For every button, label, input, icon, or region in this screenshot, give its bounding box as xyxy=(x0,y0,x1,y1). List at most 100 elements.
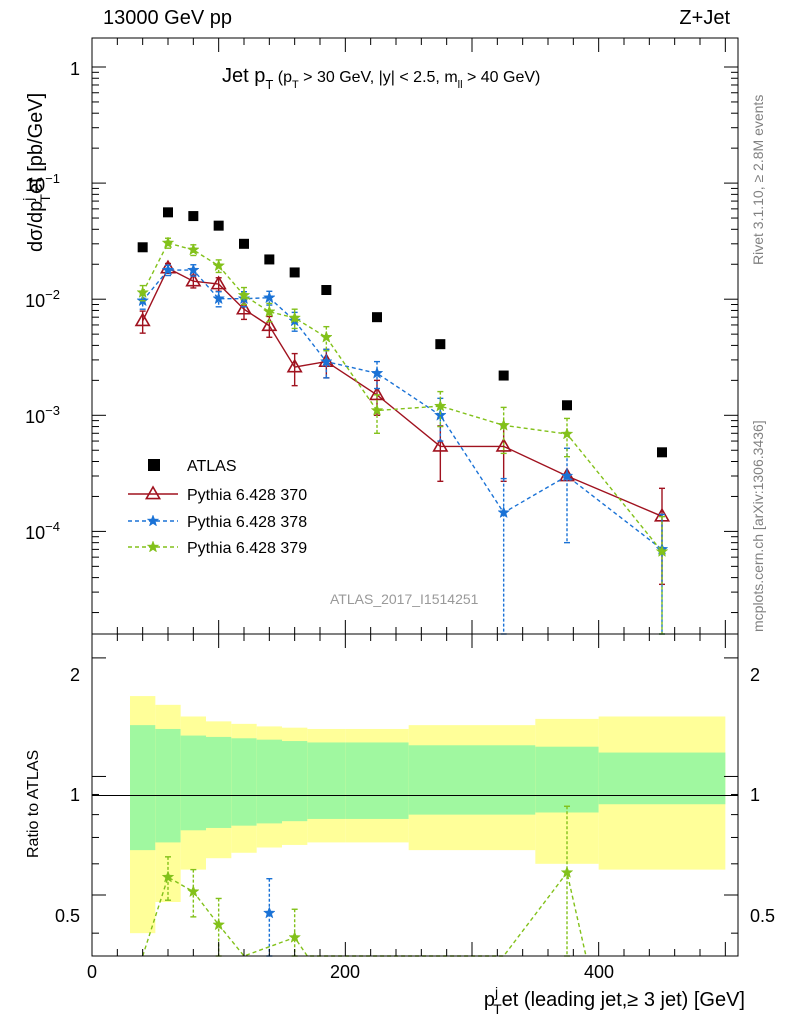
band-inner-7 xyxy=(307,742,346,819)
analysis-watermark: ATLAS_2017_I1514251 xyxy=(330,591,479,607)
ratio-tick-1-right: 1 xyxy=(750,785,760,805)
band-inner-1 xyxy=(155,728,181,843)
ratio-point-p379-5 xyxy=(288,930,302,943)
point-p370-3 xyxy=(210,275,227,290)
point-p378-2 xyxy=(186,263,200,276)
series-line-p370 xyxy=(142,267,663,517)
point-p370-5 xyxy=(261,317,278,332)
ytick-label-0.01: 10−2 xyxy=(25,287,60,311)
point-p378-11 xyxy=(560,469,574,482)
point-p378-3 xyxy=(212,291,226,305)
point-p370-0 xyxy=(134,312,151,327)
ratio-tick-0.5-right: 0.5 xyxy=(750,906,775,926)
band-inner-2 xyxy=(180,735,206,831)
point-p379-3 xyxy=(212,259,226,272)
band-inner-8 xyxy=(345,742,409,819)
header-right: Z+Jet xyxy=(679,7,730,29)
point-p370-10 xyxy=(495,437,512,452)
point-atlas-7 xyxy=(321,285,332,296)
point-p378-7 xyxy=(319,354,333,368)
ratio-y-axis-label: Ratio to ATLAS xyxy=(25,750,42,858)
ratio-tick-2-right: 2 xyxy=(750,665,760,685)
point-atlas-0 xyxy=(137,242,148,253)
point-p379-6 xyxy=(288,311,302,324)
band-inner-0 xyxy=(130,725,156,851)
ratio-bands xyxy=(130,696,726,934)
ratio-point-p378-0 xyxy=(262,906,276,919)
ratio-point-p379-2 xyxy=(186,884,200,898)
point-p379-7 xyxy=(319,330,333,343)
ratio-point-p379-3 xyxy=(212,918,226,931)
header-left: 13000 GeV pp xyxy=(103,7,232,29)
point-p370-4 xyxy=(235,300,253,315)
point-atlas-6 xyxy=(289,267,300,278)
ytick-label-0.001: 10−3 xyxy=(25,403,60,427)
point-atlas-4 xyxy=(239,238,249,249)
point-p379-8 xyxy=(370,403,384,416)
point-p379-12 xyxy=(655,544,669,557)
ytick-label-0.1: 10−1 xyxy=(25,171,60,195)
xtick-label-400: 400 xyxy=(584,962,614,982)
xtick-label-200: 200 xyxy=(330,962,360,982)
point-atlas-3 xyxy=(213,220,224,231)
point-p379-9 xyxy=(433,399,447,412)
series-line-p378 xyxy=(142,269,663,550)
ratio-point-p379-8 xyxy=(560,865,574,878)
ytick-label-0.0001: 10−4 xyxy=(25,519,60,543)
point-p379-2 xyxy=(186,243,200,256)
mcplots-label: mcplots.cern.ch [arXiv:1306.3436] xyxy=(750,420,766,632)
legend-label-atlas: ATLAS xyxy=(187,458,237,475)
band-inner-3 xyxy=(206,736,232,828)
band-inner-11 xyxy=(535,746,599,813)
point-p378-1 xyxy=(161,263,175,276)
point-atlas-8 xyxy=(372,312,382,323)
band-inner-12 xyxy=(598,752,726,805)
ytick-label-1: 1 xyxy=(70,59,80,79)
ratio-point-p379-1 xyxy=(161,870,175,883)
band-inner-4 xyxy=(231,738,257,826)
point-p370-2 xyxy=(185,272,202,287)
point-p378-8 xyxy=(370,366,384,379)
ratio-tick-1-left: 1 xyxy=(70,785,80,805)
axis-ticks xyxy=(91,38,738,956)
legend-marker-p370 xyxy=(144,485,162,500)
point-p370-9 xyxy=(432,437,449,452)
point-p379-11 xyxy=(560,427,574,440)
ratio-line-p379 xyxy=(142,870,587,957)
band-inner-10 xyxy=(472,745,536,815)
point-atlas-9 xyxy=(435,339,446,350)
point-atlas-1 xyxy=(163,207,173,218)
rivet-label: Rivet 3.1.10, ≥ 2.8M events xyxy=(750,95,766,265)
x-axis-label: pj Tet (leading jet,≥ 3 jet) [GeV] xyxy=(484,984,745,1017)
ratio-tick-2-left: 2 xyxy=(70,665,80,685)
point-p379-0 xyxy=(136,285,150,298)
legend: ATLAS Pythia 6.428 370 Pythia 6.428 378 Pyt… xyxy=(128,458,307,557)
legend-label-p378: Pythia 6.428 378 xyxy=(187,514,307,531)
point-atlas-5 xyxy=(264,254,275,265)
band-inner-9 xyxy=(408,745,472,815)
ratio-tick-0.5-left: 0.5 xyxy=(55,906,80,926)
main-series xyxy=(134,207,671,635)
point-p378-10 xyxy=(497,505,511,519)
point-p379-10 xyxy=(497,418,511,431)
point-atlas-2 xyxy=(188,211,199,222)
plot-title: Jet pT (pT > 30 GeV, |y| < 2.5, mll > 40… xyxy=(222,65,540,92)
point-p370-8 xyxy=(368,386,386,401)
point-p379-4 xyxy=(237,288,251,301)
point-atlas-11 xyxy=(562,400,572,411)
y-axis-label: dσ/dpjTet [pb/GeV] xyxy=(20,93,53,252)
point-p379-5 xyxy=(262,304,276,318)
legend-marker-atlas xyxy=(148,459,160,471)
point-p378-5 xyxy=(262,290,276,304)
band-inner-5 xyxy=(256,739,282,824)
legend-label-p370: Pythia 6.428 370 xyxy=(187,487,307,504)
band-inner-6 xyxy=(282,741,308,822)
xtick-label-0: 0 xyxy=(87,962,97,982)
legend-marker-p379 xyxy=(146,540,160,553)
point-p370-6 xyxy=(286,358,303,373)
point-atlas-12 xyxy=(657,447,667,458)
legend-marker-p378 xyxy=(146,514,160,527)
point-atlas-10 xyxy=(498,370,509,381)
legend-label-p379: Pythia 6.428 379 xyxy=(187,540,307,557)
